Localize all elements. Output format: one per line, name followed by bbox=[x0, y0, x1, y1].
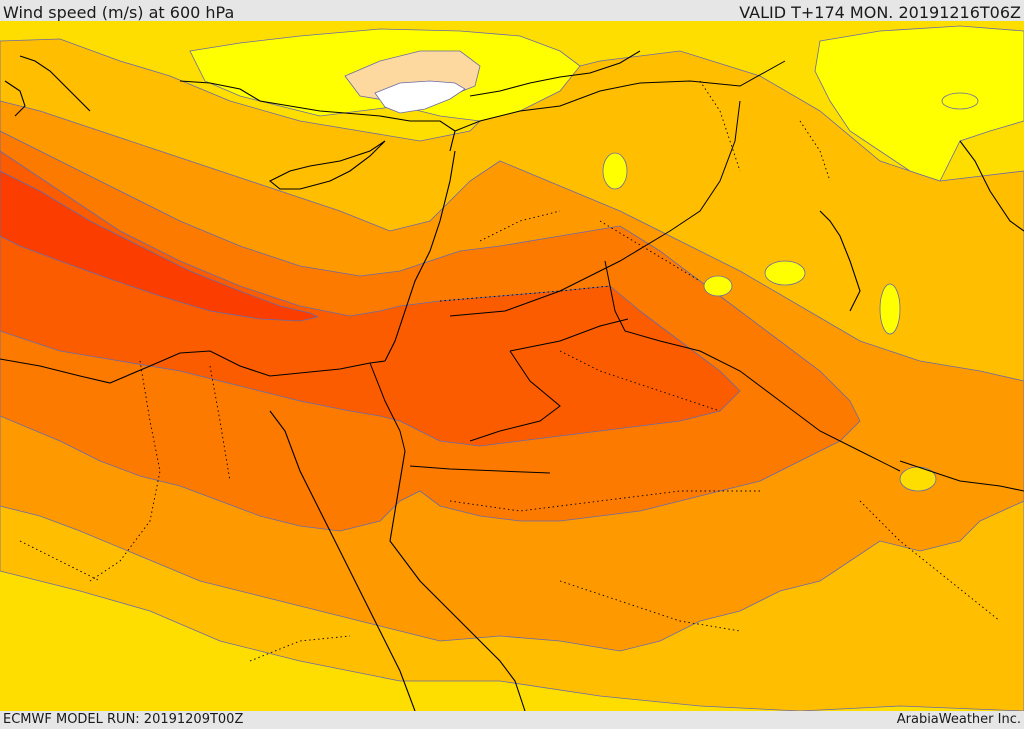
yellow-blob bbox=[703, 275, 733, 297]
gold-spot bbox=[899, 466, 937, 492]
solid-borders bbox=[369, 60, 901, 474]
coastlines bbox=[0, 50, 1024, 711]
country-borders bbox=[19, 80, 1001, 662]
model-run: ECMWF MODEL RUN: 20191209T00Z bbox=[3, 712, 244, 727]
band-very-light bbox=[374, 80, 466, 114]
yellow-blob bbox=[941, 92, 979, 110]
yellow-blob bbox=[879, 283, 901, 335]
credit: ArabiaWeather Inc. bbox=[896, 712, 1021, 727]
wind-field-svg bbox=[0, 21, 1024, 711]
map-header: Wind speed (m/s) at 600 hPa VALID T+174 … bbox=[0, 0, 1024, 22]
band-yellow-ne bbox=[814, 25, 1024, 182]
band-red bbox=[0, 170, 320, 322]
band-red-orange bbox=[0, 150, 741, 447]
map-title: Wind speed (m/s) at 600 hPa bbox=[3, 3, 235, 22]
wind-speed-map[interactable] bbox=[0, 21, 1024, 711]
yellow-blob bbox=[764, 260, 806, 286]
valid-time: VALID T+174 MON. 20191216T06Z bbox=[739, 3, 1021, 22]
map-footer: ECMWF MODEL RUN: 20191209T00Z ArabiaWeat… bbox=[0, 711, 1024, 729]
yellow-blob bbox=[602, 152, 628, 190]
